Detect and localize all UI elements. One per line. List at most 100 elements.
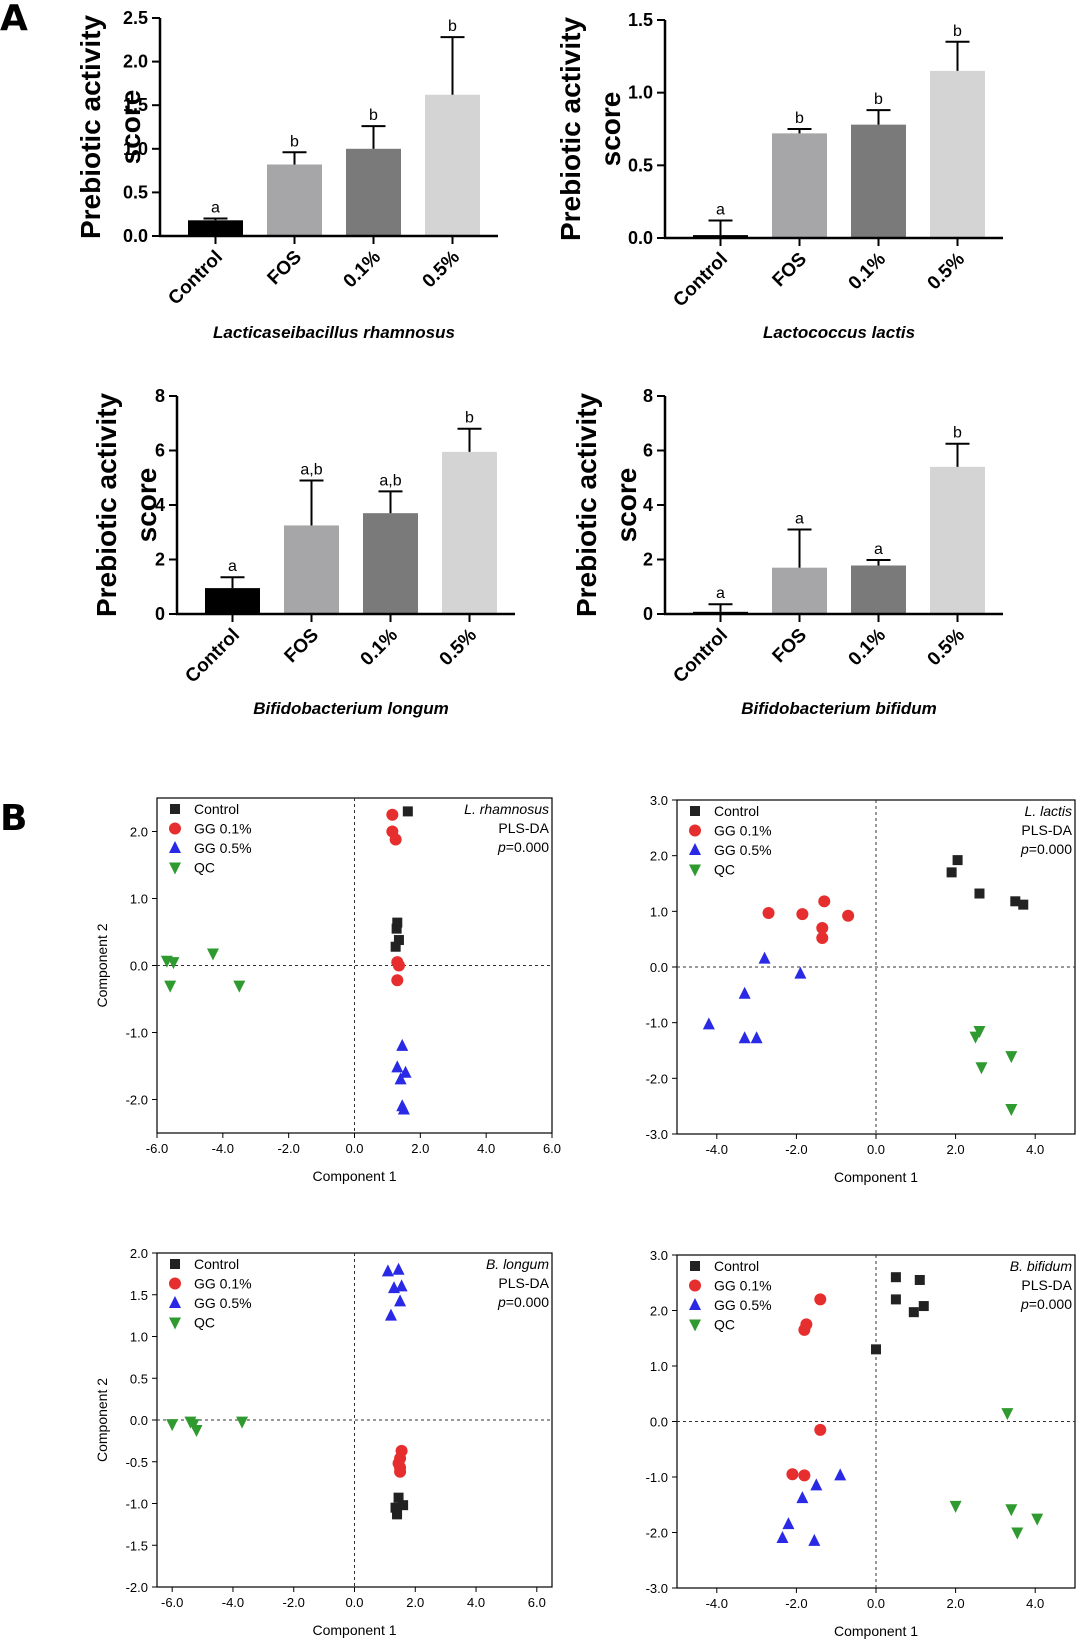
- legend-entry: GG 0.5%: [194, 840, 252, 856]
- control-point: [890, 1272, 901, 1283]
- control-point: [908, 1307, 919, 1318]
- p-value-number: =0.000: [1029, 1296, 1072, 1312]
- p-value-number: =0.000: [506, 1294, 549, 1310]
- qc-point: [169, 862, 181, 875]
- x-tick-label: 2.0: [947, 1596, 965, 1611]
- y-tick-label: 1.5: [123, 95, 148, 115]
- gg-0-5-point: [395, 1279, 408, 1292]
- gg-0-1-point: [762, 907, 775, 920]
- legend-entry: GG 0.1%: [194, 1276, 252, 1292]
- significance-label: a: [228, 558, 237, 575]
- qc-point: [1001, 1408, 1014, 1421]
- p-value-annotation: p=0.000: [1020, 841, 1072, 857]
- gg-0-1-point: [796, 908, 809, 921]
- bar: [205, 588, 260, 614]
- y-axis-title: Prebiotic activity: [75, 15, 106, 240]
- qc-point: [169, 1317, 181, 1330]
- qc-point: [164, 980, 177, 993]
- p-value-symbol: p: [497, 839, 506, 855]
- scatter-plot-4: -4.0 -2.0 0.0 2.0 4.0 -3.0 -2.0 -1.0 0.0 1.0 2.0 3.…: [646, 1248, 1076, 1639]
- y-axis-title: Prebiotic activity: [91, 393, 122, 618]
- y-tick-label: -0.5: [126, 1455, 148, 1470]
- gg-0-5-point: [396, 1038, 409, 1051]
- bar: [772, 133, 827, 238]
- gg-0-5-point: [834, 1468, 847, 1481]
- organism-caption: Bifidobacterium longum: [253, 699, 449, 718]
- y-tick-label: -1.0: [646, 1016, 668, 1031]
- gg-0-5-point: [384, 1308, 397, 1321]
- gg-0-1-point: [842, 909, 855, 922]
- x-tick-label: 4.0: [477, 1141, 495, 1156]
- panel-b-label: B: [0, 798, 27, 839]
- gg-0-5-point: [750, 1031, 763, 1044]
- legend-entry: GG 0.5%: [714, 842, 772, 858]
- control-point: [170, 1259, 180, 1269]
- bar: [267, 164, 322, 236]
- x-tick-label: -4.0: [706, 1142, 728, 1157]
- control-point: [974, 888, 985, 899]
- x-tick-label: 2.0: [947, 1142, 965, 1157]
- legend-entry: GG 0.5%: [714, 1297, 772, 1313]
- x-tick-label: -2.0: [785, 1142, 807, 1157]
- legend-entry: GG 0.5%: [194, 1295, 252, 1311]
- y-tick-label: -2.0: [646, 1526, 668, 1541]
- charts-layer: Prebiotic activity score 0.0 0.5 1.0 1.5 2.0 2.…: [75, 8, 1076, 1639]
- significance-label: a: [211, 200, 220, 217]
- gg-0-5-point: [808, 1533, 821, 1546]
- qc-point: [689, 864, 701, 877]
- x-tick-label: -6.0: [146, 1141, 168, 1156]
- legend-entry: Control: [714, 1258, 759, 1274]
- gg-0-5-point: [391, 1060, 404, 1073]
- gg-0-1-point: [394, 1465, 407, 1478]
- legend-entry: QC: [714, 862, 735, 878]
- x-tick-label: -4.0: [222, 1595, 244, 1610]
- qc-point: [689, 1319, 701, 1332]
- significance-label: b: [290, 133, 299, 150]
- gg-0-5-point: [758, 951, 771, 964]
- control-point: [946, 867, 957, 878]
- p-value-annotation: p=0.000: [1020, 1296, 1072, 1312]
- x-tick-label: -2.0: [277, 1141, 299, 1156]
- significance-label: a,b: [379, 472, 401, 489]
- bar: [346, 148, 401, 236]
- gg-0-5-point: [794, 966, 807, 979]
- y-tick-label: 1.0: [628, 83, 653, 103]
- bar: [772, 567, 827, 614]
- y-tick-label: 3.0: [650, 1248, 668, 1263]
- organism-annotation: B. bifidum: [1010, 1258, 1073, 1274]
- significance-label: b: [953, 425, 962, 442]
- x-tick-label: -4.0: [212, 1141, 234, 1156]
- qc-point: [1005, 1504, 1018, 1517]
- x-tick-label: 2.0: [406, 1595, 424, 1610]
- gg-0-5-point: [392, 1262, 405, 1275]
- y-tick-label: 0: [155, 604, 165, 624]
- gg-0-1-point: [818, 895, 831, 908]
- gg-0-5-point: [810, 1478, 823, 1491]
- y-tick-label: 2.0: [130, 1246, 148, 1261]
- gg-0-1-point: [814, 1293, 827, 1306]
- control-point: [392, 917, 403, 928]
- y-tick-label: 0.0: [123, 226, 148, 246]
- y-axis-title: score: [115, 90, 146, 165]
- method-annotation: PLS-DA: [1021, 822, 1072, 838]
- gg-0-1-point: [814, 1423, 827, 1436]
- gg-0-5-point: [394, 1294, 407, 1307]
- qc-point: [1005, 1103, 1018, 1116]
- gg-0-1-point: [816, 932, 829, 945]
- y-tick-label: 1.0: [650, 1359, 668, 1374]
- y-tick-label: 0.0: [650, 960, 668, 975]
- y-tick-label: 1.5: [628, 10, 653, 30]
- legend-entry: Control: [194, 1256, 239, 1272]
- x-axis-label: Component 1: [312, 1168, 396, 1184]
- scatter-plot-3: -6.0 -4.0 -2.0 0.0 2.0 4.0 6.0 -2.0 -1.5 -1.0 -0.5…: [94, 1246, 553, 1638]
- gg-0-5-point: [169, 1296, 181, 1308]
- qc-point: [1031, 1513, 1044, 1526]
- qc-point: [1005, 1051, 1018, 1064]
- scatter-plot-1: -6.0 -4.0 -2.0 0.0 2.0 4.0 6.0 -2.0 -1.0 0.0 1.0 2.…: [94, 797, 561, 1184]
- gg-0-1-point: [798, 1323, 811, 1336]
- y-tick-label: 2.0: [650, 849, 668, 864]
- significance-label: b: [795, 110, 804, 127]
- p-value-symbol: p: [1020, 841, 1029, 857]
- qc-point: [166, 1419, 179, 1432]
- gg-0-5-point: [738, 986, 751, 999]
